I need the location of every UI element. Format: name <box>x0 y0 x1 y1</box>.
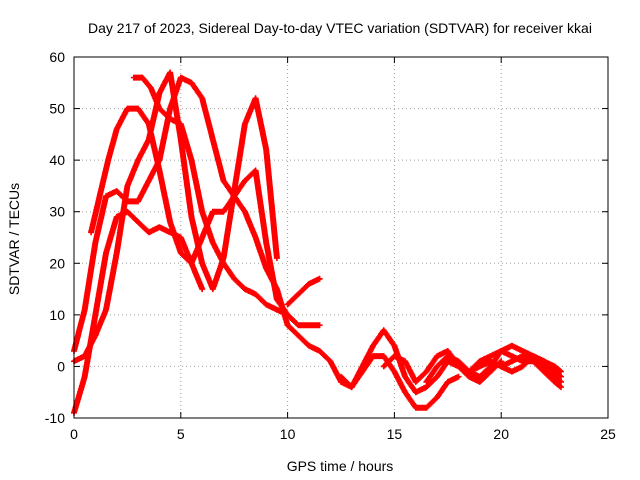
x-tick-label: 25 <box>600 426 616 442</box>
y-axis-label: SDTVAR / TECUs <box>6 183 22 295</box>
series-4-markers <box>88 105 323 329</box>
grid-lines <box>74 57 608 418</box>
x-tick-label: 20 <box>493 426 509 442</box>
series-8-markers <box>284 275 323 308</box>
y-tick-label: -10 <box>45 410 65 426</box>
x-tick-label: 10 <box>280 426 296 442</box>
y-tick-label: 50 <box>49 101 65 117</box>
plot-frame <box>73 56 609 419</box>
y-tick-label: 40 <box>49 152 65 168</box>
y-tick-label: 30 <box>49 204 65 220</box>
y-tick-label: 10 <box>49 307 65 323</box>
series-12-markers <box>498 353 564 391</box>
y-tick-label: 20 <box>49 255 65 271</box>
y-tick-label: 0 <box>57 358 65 374</box>
chart-title: Day 217 of 2023, Sidereal Day-to-day VTE… <box>88 20 592 36</box>
x-tick-label: 15 <box>387 426 403 442</box>
x-tick-label: 0 <box>70 426 78 442</box>
axis-ticks: 0 5 10 15 20 25 -10 0 10 20 30 40 50 60 <box>45 49 616 442</box>
series-5-markers <box>130 74 291 318</box>
x-tick-label: 5 <box>177 426 185 442</box>
y-tick-label: 60 <box>49 49 65 65</box>
series-11-markers <box>466 342 564 380</box>
x-axis-label: GPS time / hours <box>287 458 394 474</box>
